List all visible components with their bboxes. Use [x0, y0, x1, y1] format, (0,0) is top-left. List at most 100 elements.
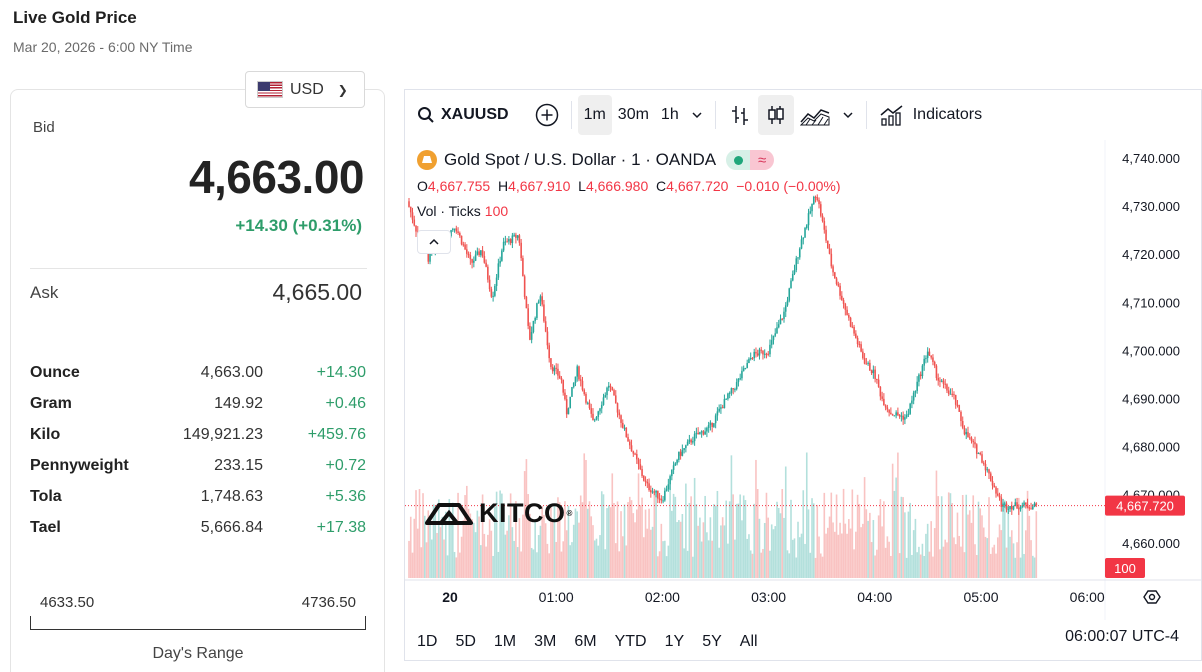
candle-body	[515, 234, 517, 238]
candle-body	[537, 301, 540, 304]
candle-body	[695, 432, 698, 434]
currency-dropdown[interactable]: USD ❯	[245, 71, 365, 108]
candle-body	[765, 353, 768, 355]
candle-body	[876, 379, 878, 381]
range-6m[interactable]: 6M	[574, 633, 597, 650]
symbol-search-button[interactable]: XAUUSD	[415, 95, 515, 135]
candle-body	[739, 378, 741, 380]
candle-body	[911, 400, 913, 404]
candle-body	[707, 424, 710, 428]
candle-body	[650, 490, 652, 493]
candle-body	[797, 257, 799, 259]
gold-bar-icon	[417, 150, 437, 170]
market-status-badge[interactable]: ≈	[726, 150, 775, 170]
candle-body	[846, 309, 848, 316]
candle-body	[714, 415, 717, 424]
candle-body	[478, 251, 480, 256]
compare-button[interactable]	[529, 95, 565, 135]
candle-body	[965, 432, 968, 435]
candle-body	[639, 464, 642, 470]
candle-body	[1032, 506, 1034, 510]
candle-body	[986, 469, 989, 471]
candle-body	[516, 235, 519, 238]
page-title: Live Gold Price	[13, 8, 137, 27]
candle-body	[758, 349, 761, 356]
candle-body	[408, 201, 410, 207]
range-1d[interactable]: 1D	[417, 633, 438, 650]
candle-body	[588, 402, 591, 409]
candle-body	[884, 405, 887, 408]
candle-body	[614, 395, 617, 404]
candle-body	[592, 413, 594, 420]
candle-body	[788, 288, 791, 301]
chevron-down-icon: ❯	[337, 82, 348, 97]
candle-body	[837, 284, 840, 286]
candle-body	[800, 239, 803, 249]
candle-body	[550, 358, 552, 367]
candle-body	[921, 365, 924, 377]
range-5d[interactable]: 5D	[455, 633, 476, 650]
candle-body	[916, 381, 918, 392]
candle-body	[895, 412, 897, 416]
range-5y[interactable]: 5Y	[702, 633, 722, 650]
interval-dropdown[interactable]	[685, 95, 709, 135]
chart-toolbar: XAUUSD 1m 30m 1h Indicators	[405, 90, 1201, 140]
indicators-button[interactable]: Indicators	[873, 95, 988, 135]
style-dropdown[interactable]	[836, 95, 860, 135]
candle-body	[790, 280, 792, 289]
candle-body	[483, 256, 486, 263]
chart-settings-icon[interactable]	[1143, 590, 1161, 604]
interval-30m[interactable]: 30m	[617, 106, 649, 123]
y-tick-label: 4,740.000	[1122, 151, 1180, 166]
candlestick-icon	[767, 106, 784, 124]
us-flag-icon	[257, 81, 283, 98]
candle-body	[464, 244, 466, 250]
area-style-button[interactable]	[794, 95, 836, 135]
low-value: 4,666.980	[585, 178, 649, 194]
volume-tag	[1105, 558, 1145, 578]
range-1m[interactable]: 1M	[493, 633, 517, 650]
candle-body	[742, 368, 745, 371]
candle-body	[1010, 506, 1013, 510]
candle-body	[991, 480, 994, 486]
indicators-icon	[880, 105, 903, 126]
candle-body	[551, 366, 554, 372]
candle-body	[1030, 508, 1032, 510]
volume-tag-label: 100	[1114, 561, 1136, 576]
candle-body	[839, 285, 841, 296]
candle-body	[604, 395, 607, 398]
candle-body	[644, 480, 647, 482]
x-tick-label: 06:00	[1070, 589, 1105, 605]
candle-body	[770, 340, 773, 345]
candle-body	[960, 411, 962, 422]
candle-body	[471, 259, 473, 263]
candle-body	[893, 415, 896, 417]
range-1y[interactable]: 1Y	[664, 633, 685, 650]
range-ytd[interactable]: YTD	[614, 633, 647, 650]
candle-body	[926, 351, 929, 359]
kitco-logo: KITCO ®	[423, 498, 573, 529]
interval-1h[interactable]: 1h	[660, 106, 679, 123]
candle-body	[721, 407, 724, 409]
candle-body	[679, 451, 682, 456]
candle-body	[1026, 504, 1029, 508]
bars-style-button[interactable]	[722, 95, 758, 135]
candle-body	[1023, 502, 1025, 506]
range-3m[interactable]: 3M	[534, 633, 557, 650]
interval-1m[interactable]: 1m	[577, 95, 612, 135]
candle-body	[819, 204, 822, 216]
candle-body	[709, 422, 712, 425]
candles-style-button[interactable]	[757, 95, 794, 135]
candle-body	[1028, 507, 1031, 509]
candle-body	[772, 335, 775, 341]
candle-body	[972, 441, 975, 443]
price-chart[interactable]: 4,740.000 4,730.000 4,720.000 4,710.000 4,70…	[405, 90, 1202, 662]
candle-body	[881, 396, 883, 399]
candle-body	[812, 196, 815, 204]
kitco-registered-mark: ®	[566, 509, 573, 518]
candle-body	[427, 252, 430, 262]
range-all[interactable]: All	[739, 633, 758, 650]
candle-body	[504, 241, 507, 243]
collapse-legend-button[interactable]	[417, 230, 451, 254]
unit-name: Kilo	[30, 425, 61, 443]
